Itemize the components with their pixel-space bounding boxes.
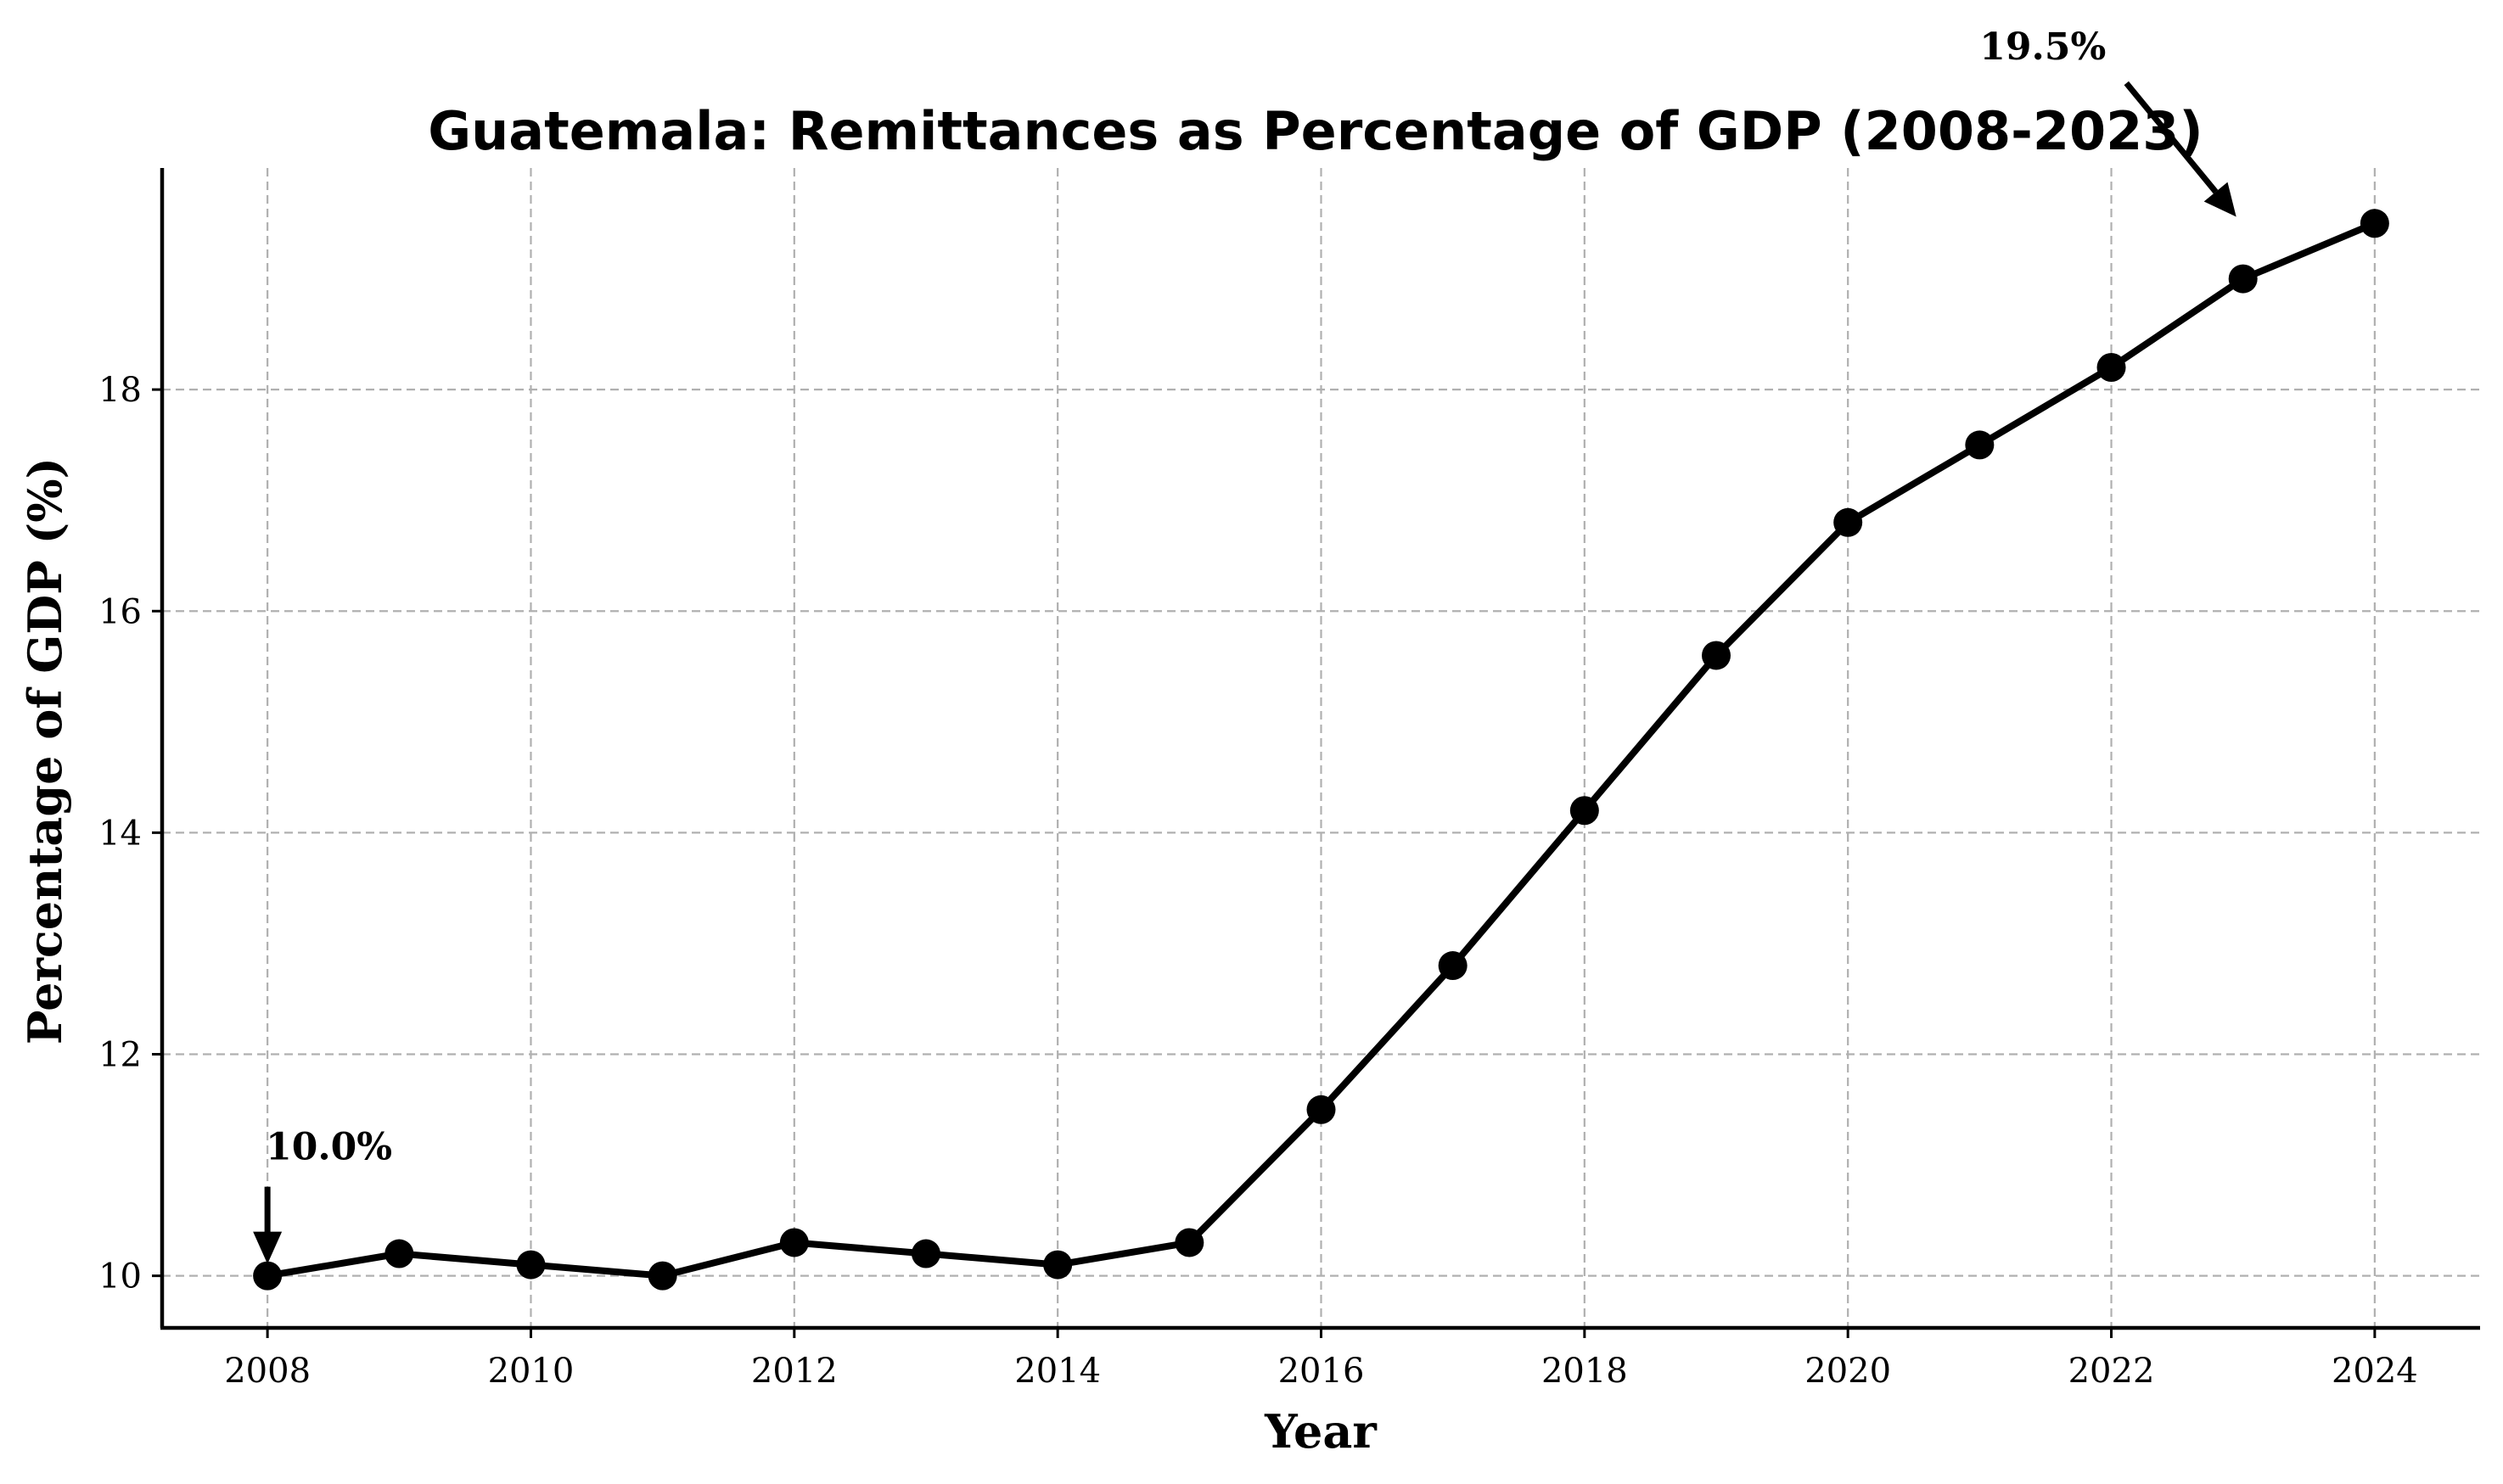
x-tick-label-2020: 2020 — [1804, 1352, 1891, 1391]
data-point-2012 — [779, 1228, 809, 1257]
x-tick-label-2010: 2010 — [488, 1352, 575, 1391]
data-point-2014 — [1043, 1250, 1073, 1280]
data-point-2022 — [2096, 353, 2126, 383]
data-point-2009 — [384, 1239, 414, 1268]
annotation-label-start: 10.0% — [266, 1126, 392, 1169]
x-tick-label-2024: 2024 — [2332, 1352, 2418, 1391]
y-tick-label-16: 16 — [98, 592, 142, 631]
data-point-2017 — [1438, 951, 1468, 981]
x-axis-label: Year — [1264, 1404, 1377, 1459]
x-tick-label-2014: 2014 — [1014, 1352, 1101, 1391]
data-point-2008 — [253, 1261, 283, 1291]
data-point-2016 — [1306, 1095, 1336, 1124]
data-point-2013 — [911, 1239, 940, 1268]
series — [253, 209, 2389, 1291]
x-tick-label-2008: 2008 — [224, 1352, 311, 1391]
data-point-2023 — [2228, 264, 2258, 294]
grid — [162, 168, 2480, 1328]
annotation-arrow-end — [2124, 81, 2219, 194]
annotations: 10.0% 19.5% — [253, 25, 2236, 1264]
y-tick-label-12: 12 — [98, 1036, 142, 1075]
chart-title: Guatemala: Remittances as Percentage of … — [428, 100, 2203, 162]
axis-ticks: 2008 2010 2012 2014 2016 2018 2020 2022 2024 10 12… — [98, 371, 2418, 1391]
annotation-arrowhead-end — [2203, 182, 2236, 217]
x-tick-label-2022: 2022 — [2068, 1352, 2155, 1391]
annotation-label-end: 19.5% — [1979, 25, 2106, 69]
data-point-2010 — [516, 1250, 546, 1280]
data-point-2018 — [1569, 796, 1599, 826]
y-tick-label-10: 10 — [98, 1257, 142, 1296]
y-tick-label-14: 14 — [98, 814, 142, 853]
y-axis-label: Percentage of GDP (%) — [18, 457, 72, 1044]
annotation-arrowhead-start — [253, 1231, 283, 1264]
data-point-2019 — [1702, 641, 1731, 670]
data-point-2011 — [648, 1261, 677, 1291]
x-tick-label-2018: 2018 — [1541, 1352, 1628, 1391]
y-tick-label-18: 18 — [98, 371, 142, 410]
data-point-2020 — [1833, 507, 1863, 537]
x-tick-label-2012: 2012 — [751, 1352, 838, 1391]
data-point-2024 — [2360, 209, 2389, 238]
data-point-2021 — [1965, 430, 1995, 460]
data-point-2015 — [1175, 1228, 1204, 1257]
x-tick-label-2016: 2016 — [1278, 1352, 1365, 1391]
